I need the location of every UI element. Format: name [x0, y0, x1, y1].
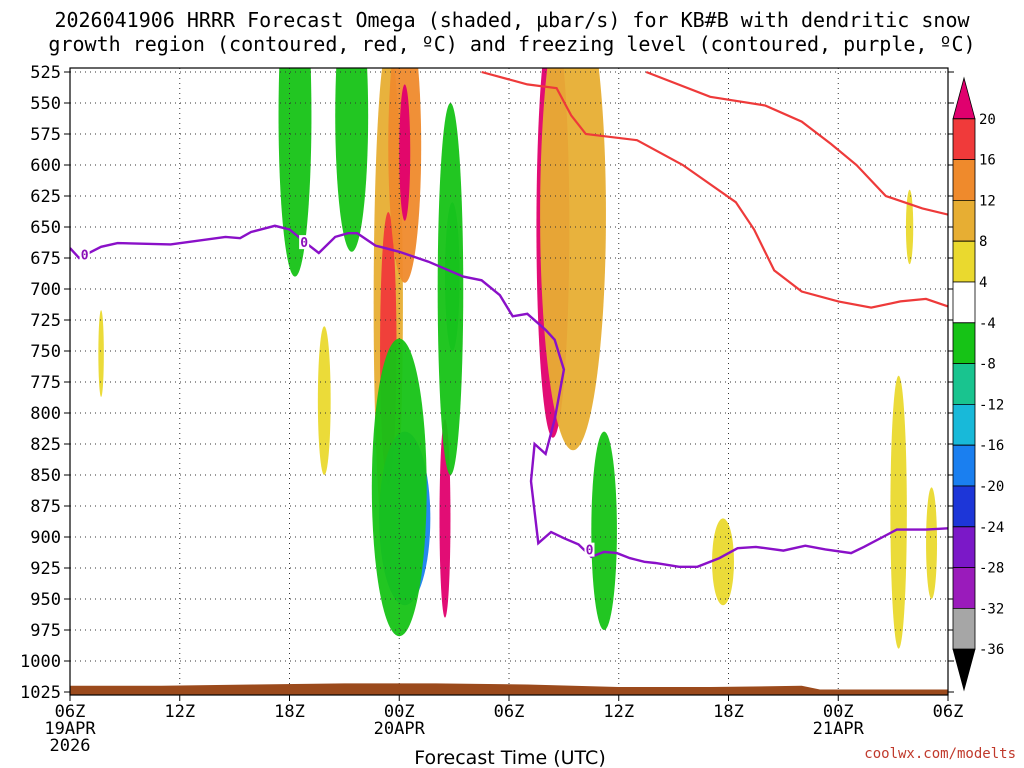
x-tick-label-0-0: 06Z — [55, 702, 86, 722]
freezing-label-0: 0 — [81, 249, 89, 264]
y-axis: 525 550 575 600 625 650 675 700 725 750 775 800 825 8… — [20, 63, 954, 703]
colorbar-label-9: -20 — [979, 479, 1004, 495]
freezing-label-1: 0 — [300, 236, 308, 251]
y-tick-label-525: 525 — [30, 63, 61, 83]
y-tick-label-650: 650 — [30, 218, 61, 238]
y-tick-label-700: 700 — [30, 280, 61, 300]
colorbar-swatch-3 — [952, 200, 976, 242]
x-tick-label-42-0: 00Z — [823, 702, 854, 722]
chart-title-line-1: 2026041906 HRRR Forecast Omega (shaded, … — [54, 8, 970, 32]
colorbar: 20 16 12 8 4 -4 -8 -12 -16 -20 -24 -28 -32 -36 — [952, 76, 1004, 692]
x-tick-label-18-1: 20APR — [374, 719, 426, 739]
y-tick-label-950: 950 — [30, 590, 61, 610]
omega-cell-red-top — [399, 84, 411, 221]
colorbar-swatch-9 — [952, 444, 976, 487]
colorbar-label-2: 12 — [979, 193, 996, 209]
omega-cell-green-upper-left — [278, 68, 312, 277]
colorbar-swatch-10 — [952, 485, 976, 528]
omega-cell-yellow-early — [98, 310, 104, 397]
y-tick-label-800: 800 — [30, 404, 61, 424]
colorbar-swatch-6 — [952, 322, 976, 364]
colorbar-label-0: 20 — [979, 112, 996, 128]
colorbar-label-8: -16 — [979, 438, 1004, 454]
colorbar-swatch-11 — [952, 526, 976, 568]
x-tick-label-30-0: 12Z — [603, 702, 634, 722]
y-tick-label-1000: 1000 — [20, 652, 61, 672]
colorbar-swatch-7 — [952, 363, 976, 405]
colorbar-label-11: -28 — [979, 561, 1004, 577]
y-tick-label-975: 975 — [30, 621, 61, 641]
freezing-label-bg-1 — [299, 235, 310, 250]
x-tick-label-36-0: 18Z — [713, 702, 744, 722]
colorbar-label-1: 16 — [979, 153, 996, 169]
colorbar-swatch-12 — [952, 567, 976, 609]
credit-link[interactable]: coolwx.com/modelts — [864, 746, 1016, 762]
colorbar-label-4: 4 — [979, 275, 987, 291]
y-tick-label-550: 550 — [30, 94, 61, 114]
omega-cell-yellow-late-b — [890, 375, 907, 649]
x-tick-label-42-1: 21APR — [813, 719, 865, 739]
colorbar-label-12: -32 — [979, 601, 1004, 617]
omega-cell-green-late — [591, 431, 617, 630]
omega-cell-yellow-late-d — [905, 189, 914, 265]
y-tick-label-675: 675 — [30, 249, 61, 269]
x-axis-label: Forecast Time (UTC) — [414, 747, 605, 768]
colorbar-swatch-13 — [952, 608, 976, 650]
y-tick-label-925: 925 — [30, 559, 61, 579]
colorbar-label-3: 8 — [979, 234, 987, 250]
y-tick-label-725: 725 — [30, 311, 61, 331]
dgz-contour-lower — [645, 70, 948, 216]
freezing-label-bg-2 — [584, 542, 595, 557]
x-tick-label-12-0: 18Z — [274, 702, 305, 722]
x-tick-label-0-2: 2026 — [50, 736, 91, 756]
omega-cell-yellow-late-c — [926, 487, 938, 599]
freezing-label-2: 0 — [586, 544, 594, 559]
y-tick-label-775: 775 — [30, 373, 61, 393]
colorbar-swatch-8 — [952, 404, 976, 446]
x-tick-label-0-1: 19APR — [44, 719, 96, 739]
colorbar-label-5: -4 — [979, 316, 996, 332]
y-tick-label-825: 825 — [30, 435, 61, 455]
colorbar-label-7: -12 — [979, 397, 1004, 413]
omega-cell-yellow-tilted — [540, 68, 606, 451]
x-tick-label-6-0: 12Z — [164, 702, 195, 722]
y-tick-label-875: 875 — [30, 497, 61, 517]
freezing-level-contour — [70, 224, 948, 568]
x-tick-label-18-0: 00Z — [384, 702, 415, 722]
colorbar-swatch-0 — [952, 76, 976, 120]
colorbar-swatch-2 — [952, 159, 976, 201]
dgz-contour-upper — [481, 70, 948, 309]
omega-cell-yellow-a — [317, 326, 331, 475]
colorbar-label-10: -24 — [979, 520, 1004, 536]
colorbar-swatch-14 — [952, 648, 976, 692]
terrain-area — [70, 683, 948, 695]
freezing-label-bg-0 — [79, 247, 90, 262]
chart-title-line-2: growth region (contoured, red, ºC) and f… — [48, 32, 975, 56]
colorbar-swatch-4 — [952, 240, 976, 283]
colorbar-swatch-1 — [952, 118, 976, 160]
colorbar-label-6: -8 — [979, 357, 996, 373]
y-tick-label-625: 625 — [30, 187, 61, 207]
omega-cell-green-upper-center — [335, 68, 369, 252]
x-tick-label-48-0: 06Z — [933, 702, 964, 722]
y-tick-label-900: 900 — [30, 528, 61, 548]
plot-area — [70, 68, 948, 695]
x-tick-label-24-0: 06Z — [494, 702, 525, 722]
y-tick-label-750: 750 — [30, 342, 61, 362]
contour-lines: 0 0 0 — [70, 70, 948, 568]
colorbar-label-13: -36 — [979, 642, 1004, 658]
y-tick-label-575: 575 — [30, 125, 61, 145]
y-tick-label-850: 850 — [30, 466, 61, 486]
omega-shading — [98, 68, 938, 649]
terrain-fill — [70, 683, 948, 695]
y-tick-label-600: 600 — [30, 156, 61, 176]
colorbar-swatch-5 — [952, 281, 976, 324]
y-tick-label-1025: 1025 — [20, 683, 61, 703]
omega-cell-yellow-late-a — [712, 518, 734, 606]
